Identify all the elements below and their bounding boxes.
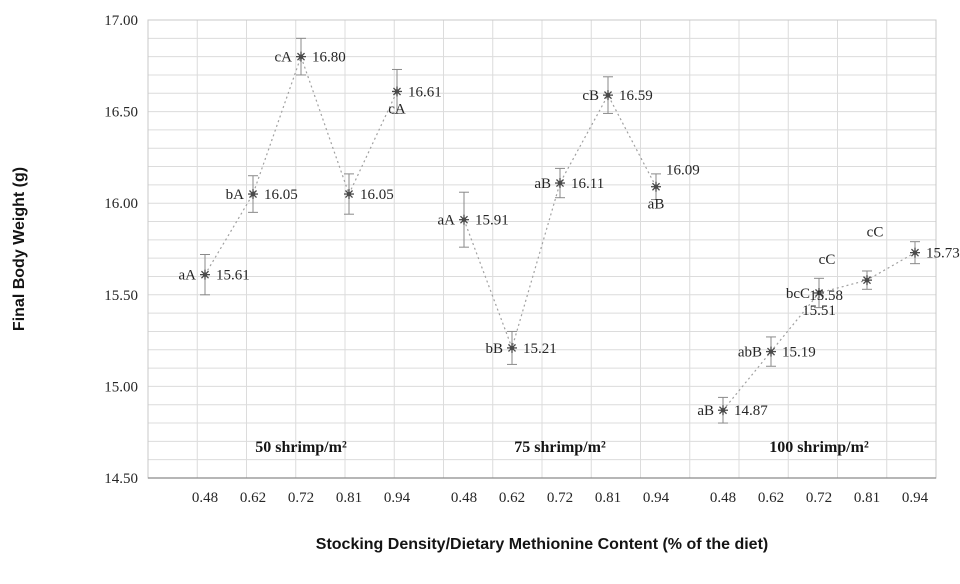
data-point-marker (862, 275, 872, 286)
x-tick-label: 0.94 (384, 490, 411, 506)
point-value-label: 16.11 (571, 176, 604, 192)
data-point-marker (814, 287, 824, 298)
point-value-label: 16.05 (264, 187, 298, 203)
point-letter-label: abB (738, 345, 762, 361)
chart-graphics: 14.50 15.00 15.50 16.00 16.50 17.00 aA 15.61 0.4… (104, 13, 960, 506)
point-letter-label: aA (179, 268, 197, 284)
x-axis-title: Stocking Density/Dietary Methionine Cont… (316, 536, 768, 553)
data-point-marker (766, 346, 776, 357)
point-letter-label: bcC (786, 286, 810, 302)
marker-center (816, 290, 822, 296)
marker-center (346, 191, 352, 197)
point-value-label: 15.58 (809, 288, 843, 304)
data-point-marker (392, 86, 402, 97)
data-point-marker (296, 51, 306, 62)
group-label: 100 shrimp/m² (769, 439, 869, 456)
point-value-label: 16.80 (312, 50, 346, 66)
point-letter-label: cC (867, 225, 884, 241)
marker-center (509, 345, 515, 351)
marker-center (298, 54, 304, 59)
y-tick-label: 16.00 (104, 196, 138, 212)
y-tick-label: 17.00 (104, 13, 138, 29)
series-line (204, 54, 398, 275)
data-point-marker (603, 90, 613, 101)
data-point-marker (651, 181, 661, 192)
y-tick-label: 15.00 (104, 379, 138, 395)
data-point-marker (718, 405, 728, 416)
y-tick-label: 16.50 (104, 105, 138, 121)
group-label: 75 shrimp/m² (514, 439, 606, 456)
x-tick-label: 0.81 (595, 490, 621, 506)
marker-center (250, 191, 256, 197)
point-value-label: 14.87 (734, 403, 768, 419)
point-letter-label: cA (388, 101, 406, 117)
marker-center (768, 349, 774, 354)
point-value-label: 15.19 (782, 345, 816, 361)
data-point-marker (200, 269, 210, 280)
marker-center (202, 272, 208, 277)
x-tick-label: 0.62 (758, 490, 784, 506)
point-value-label: 15.73 (926, 246, 960, 262)
point-letter-label: bA (226, 187, 245, 203)
marker-center (394, 89, 400, 94)
x-tick-label: 0.72 (806, 490, 832, 506)
marker-center (720, 408, 726, 413)
point-letter-label: aB (648, 197, 665, 213)
x-tick-label: 0.72 (547, 490, 573, 506)
data-point-marker (344, 189, 354, 200)
x-tick-label: 0.94 (902, 490, 929, 506)
marker-center (864, 277, 870, 283)
marker-center (605, 92, 611, 98)
point-value-label: 16.59 (619, 88, 653, 104)
marker-center (557, 180, 563, 186)
point-value-label: 16.61 (408, 84, 442, 100)
point-value-label: 15.61 (216, 268, 250, 284)
x-tick-label: 0.81 (854, 490, 880, 506)
point-letter-label: cA (275, 50, 293, 66)
y-tick-label: 14.50 (104, 471, 138, 487)
point-letter-label: aA (438, 213, 456, 229)
data-point-marker (248, 189, 258, 200)
point-letter-label: cB (582, 88, 599, 104)
x-tick-label: 0.48 (451, 490, 477, 506)
data-point-marker (910, 247, 920, 258)
data-point-marker (459, 214, 469, 225)
point-value-label: 15.21 (523, 341, 557, 357)
data-point-marker (507, 342, 517, 353)
x-tick-label: 0.72 (288, 490, 314, 506)
series-line (463, 93, 657, 350)
point-value-label: 15.51 (802, 303, 836, 319)
marker-center (912, 250, 918, 255)
y-tick-label: 15.50 (104, 288, 138, 304)
x-tick-label: 0.81 (336, 490, 362, 506)
x-tick-label: 0.94 (643, 490, 670, 506)
point-letter-label: bB (485, 341, 503, 357)
point-value-label: 16.05 (360, 187, 394, 203)
group-label: 50 shrimp/m² (255, 439, 347, 456)
x-tick-label: 0.48 (192, 490, 218, 506)
point-letter-label: cC (819, 252, 836, 268)
point-letter-label: aB (697, 403, 714, 419)
point-value-label: 16.09 (666, 163, 700, 179)
marker-center (653, 184, 659, 189)
marker-center (461, 217, 467, 222)
y-axis-title: Final Body Weight (g) (11, 167, 28, 331)
x-tick-label: 0.62 (240, 490, 266, 506)
point-letter-label: aB (534, 176, 551, 192)
point-value-label: 15.91 (475, 213, 509, 229)
x-tick-label: 0.48 (710, 490, 736, 506)
x-tick-label: 0.62 (499, 490, 525, 506)
data-point-marker (555, 178, 565, 189)
